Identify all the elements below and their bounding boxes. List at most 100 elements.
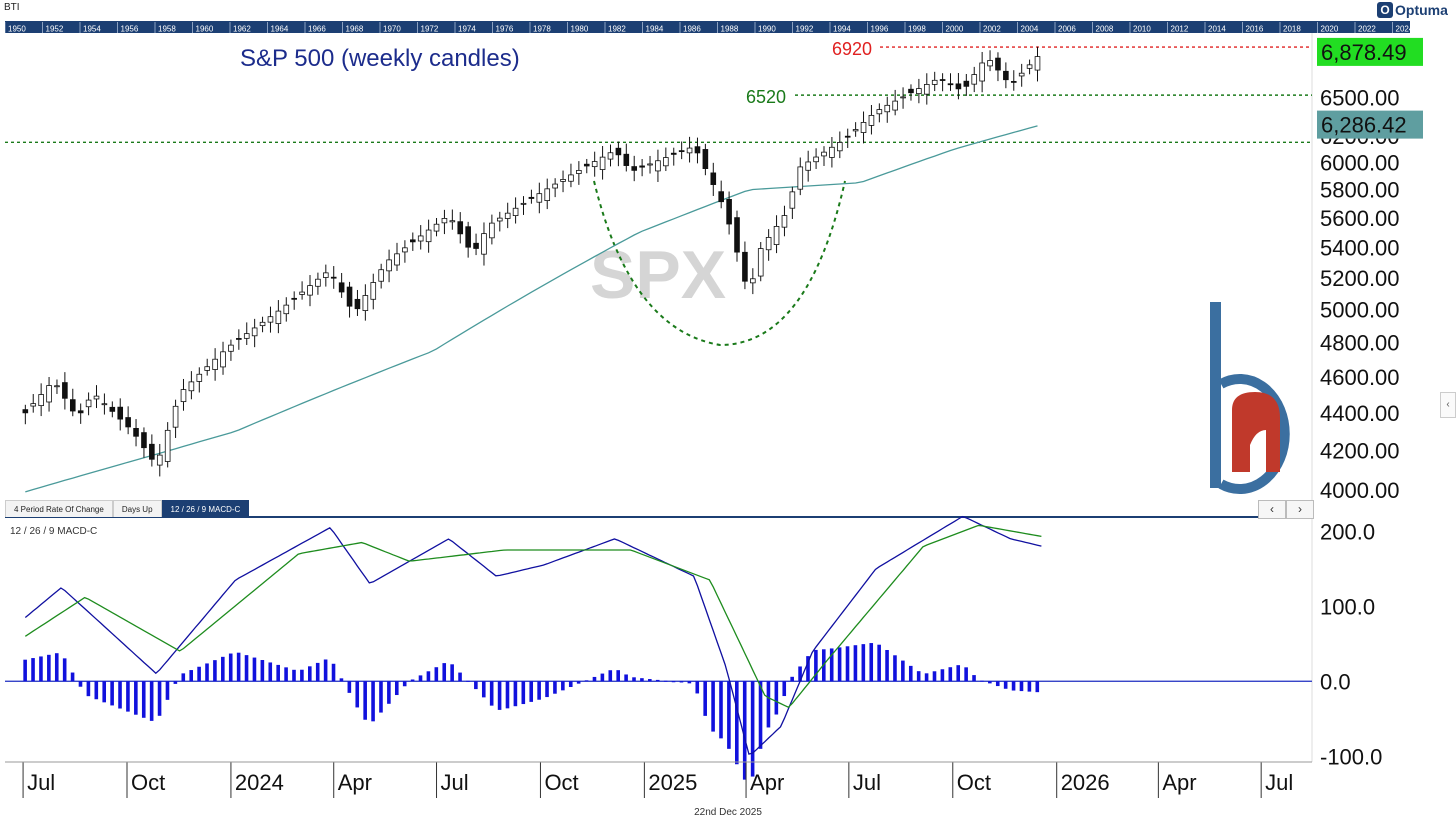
candle-body xyxy=(267,316,274,323)
macd-histogram-bar xyxy=(932,671,937,682)
candle-body xyxy=(172,405,179,428)
ma-line xyxy=(25,125,1038,493)
macd-histogram-bar xyxy=(54,653,59,682)
tab-days-up[interactable]: Days Up xyxy=(112,500,162,517)
macd-histogram-bar xyxy=(458,672,462,682)
candle-body xyxy=(678,150,685,153)
macd-histogram-bar xyxy=(474,681,478,690)
candle-body xyxy=(22,409,29,414)
macd-histogram-bar xyxy=(379,681,383,713)
optuma-brand: O Optuma xyxy=(1377,2,1448,18)
macd-histogram-bar xyxy=(450,664,454,682)
candle-body xyxy=(323,272,329,278)
year-strip-label: 1958 xyxy=(158,25,176,34)
macd-histogram-bar xyxy=(916,671,921,682)
macd-histogram-bar xyxy=(197,666,201,682)
x-axis-label: Jul xyxy=(1265,770,1293,795)
candle-body xyxy=(141,432,147,449)
year-strip-label: 2012 xyxy=(1171,25,1189,34)
year-strip-label: 1954 xyxy=(83,25,101,34)
macd-histogram-bar xyxy=(869,643,874,682)
candle-body xyxy=(591,161,598,168)
level-lines: 6920 6520 xyxy=(5,39,1312,144)
candle-body xyxy=(93,395,100,400)
candle-body xyxy=(655,160,661,172)
candle-body xyxy=(481,233,487,255)
candle-body xyxy=(844,135,851,138)
panel-nav: ‹ › xyxy=(1258,500,1314,519)
tab-macd[interactable]: 12 / 26 / 9 MACD-C xyxy=(161,500,250,517)
macd-histogram-bar xyxy=(260,660,265,682)
macd-histogram-bar xyxy=(853,645,858,682)
macd-histogram-bar xyxy=(323,659,328,682)
tab-rate-of-change[interactable]: 4 Period Rate Of Change xyxy=(5,500,113,517)
candle-body xyxy=(496,217,503,222)
candle-body xyxy=(568,174,574,182)
price-axis-label: 4000.00 xyxy=(1320,478,1400,503)
candle-body xyxy=(544,188,551,201)
macd-histogram-bar xyxy=(758,681,763,749)
indicator-tabs: 4 Period Rate Of Change Days Up 12 / 26 … xyxy=(5,500,250,517)
candle-body xyxy=(663,157,669,167)
arc-path xyxy=(593,180,846,347)
macd-histogram-bar xyxy=(489,681,494,706)
candle-body xyxy=(307,285,313,296)
macd-histogram-bar xyxy=(86,681,91,697)
candle-body xyxy=(228,344,234,352)
candle-body xyxy=(38,394,44,407)
panel-divider xyxy=(5,33,1313,762)
macd-histogram-bar xyxy=(742,681,747,780)
candle-body xyxy=(615,147,622,156)
next-panel-button[interactable]: › xyxy=(1286,500,1314,519)
macd-histogram-bar xyxy=(315,662,320,682)
candle-body xyxy=(85,399,92,408)
y-axis-labels: 4000.00 4200.00 4400.00 4600.00 4800.00 5000.… xyxy=(1317,37,1423,769)
candle-body xyxy=(852,129,859,132)
macd-histogram-bar xyxy=(663,680,668,682)
macd-histogram-bar xyxy=(972,675,976,682)
macd-histogram-bar xyxy=(31,658,35,682)
candle-body xyxy=(765,237,772,251)
candle-body xyxy=(425,229,432,243)
candle-body xyxy=(417,235,424,242)
macd-histogram-bar xyxy=(1027,681,1032,692)
x-axis-label: Oct xyxy=(957,770,991,795)
candle-body xyxy=(101,403,108,406)
macd-histogram-bar xyxy=(387,681,391,704)
macd-histogram-bar xyxy=(671,681,676,683)
macd-histogram-bar xyxy=(110,681,114,706)
macd-histogram-bar xyxy=(1019,681,1024,692)
spx-watermark: SPX xyxy=(590,237,726,313)
macd-axis-label: 0.0 xyxy=(1320,669,1351,694)
year-strip-label: 1962 xyxy=(233,25,251,34)
candle-body xyxy=(346,286,353,307)
macd-histogram-bar xyxy=(228,653,233,682)
macd-histogram-bar xyxy=(885,649,889,682)
candle-body xyxy=(46,385,52,403)
macd-histogram-bar xyxy=(600,673,605,682)
candle-body xyxy=(947,83,954,86)
macd-histogram-bar xyxy=(964,667,968,682)
year-navigator-strip[interactable]: 1950 1952 1954 1956 1958 1960 1962 1964 1966 1968… xyxy=(5,21,1410,33)
x-axis-label: Apr xyxy=(1162,770,1196,795)
macd-histogram-bar xyxy=(442,663,447,682)
side-collapse-button[interactable]: ‹ xyxy=(1440,392,1456,418)
x-axis-label: 2025 xyxy=(648,770,697,795)
price-axis-label: 4600.00 xyxy=(1320,365,1400,390)
macd-histogram-bar xyxy=(782,681,787,697)
year-strip-label: 1982 xyxy=(608,25,626,34)
last-price-label: 6,878.49 xyxy=(1321,40,1407,65)
year-strip-label: 2022 xyxy=(1358,25,1376,34)
macd-histogram-bar xyxy=(331,663,336,682)
ma-value-badge xyxy=(1317,110,1423,139)
last-price-badge xyxy=(1317,37,1423,66)
prev-panel-button[interactable]: ‹ xyxy=(1258,500,1286,519)
year-strip-svg: 1950 1952 1954 1956 1958 1960 1962 1964 1966 1968… xyxy=(5,22,1410,33)
macd-histogram-bar xyxy=(750,681,755,777)
macd-histogram-bar xyxy=(568,681,573,687)
candle-body xyxy=(987,60,993,67)
price-axis-label: 5000.00 xyxy=(1320,298,1400,323)
candle-body xyxy=(702,149,709,169)
candle-body xyxy=(259,321,266,327)
candle-body xyxy=(623,153,630,166)
